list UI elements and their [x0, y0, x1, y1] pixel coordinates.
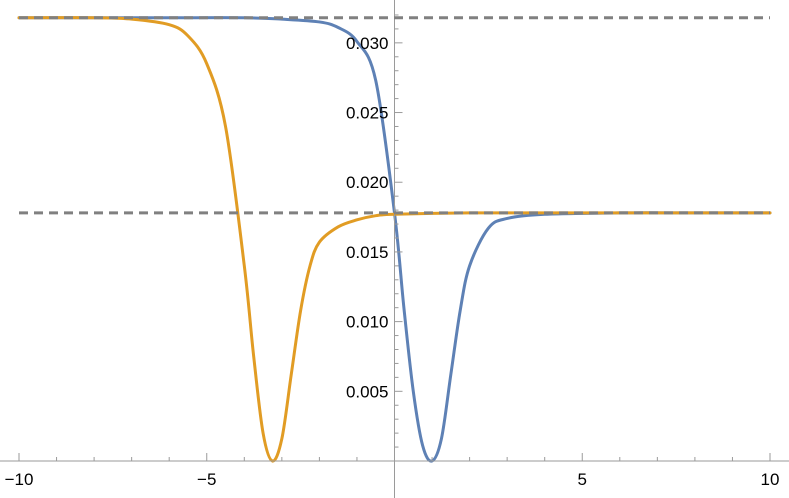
y-tick-label: 0.030 — [346, 34, 389, 53]
y-ticks: 0.005 0.010 0.015 0.020 0.025 0.030 — [346, 14, 403, 448]
x-tick-label: 10 — [761, 470, 780, 489]
y-tick-label: 0.005 — [346, 382, 389, 401]
x-tick-label: −10 — [5, 470, 34, 489]
y-tick-label: 0.025 — [346, 104, 389, 123]
y-tick-label: 0.020 — [346, 173, 389, 192]
x-tick-label: −5 — [197, 470, 216, 489]
x-ticks: −10 −5 5 10 — [5, 453, 780, 489]
y-tick-label: 0.015 — [346, 243, 389, 262]
reference-lines — [19, 16, 770, 215]
x-tick-label: 5 — [578, 470, 587, 489]
y-tick-label: 0.010 — [346, 313, 389, 332]
